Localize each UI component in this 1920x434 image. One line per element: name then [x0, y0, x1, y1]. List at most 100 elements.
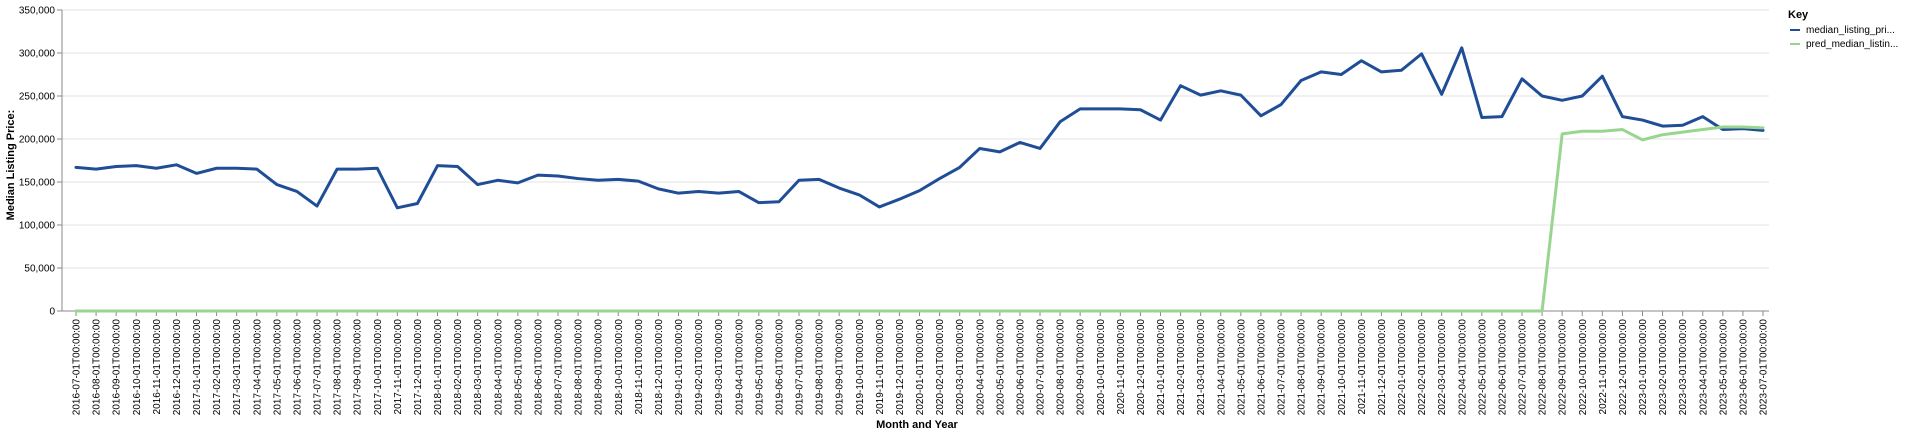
- x-tick-label: 2017-11-01T00:00:00: [393, 319, 404, 415]
- y-tick-label: 250,000: [19, 92, 56, 103]
- x-tick-label: 2020-09-01T00:00:00: [1076, 319, 1087, 416]
- x-tick-label: 2016-12-01T00:00:00: [172, 319, 183, 416]
- y-tick-label: 350,000: [19, 6, 56, 17]
- x-tick-label: 2019-02-01T00:00:00: [694, 319, 705, 416]
- x-tick-label: 2020-03-01T00:00:00: [955, 319, 966, 416]
- legend-label: pred_median_listin...: [1806, 39, 1898, 50]
- x-tick-label: 2023-07-01T00:00:00: [1759, 319, 1770, 416]
- x-tick-label: 2021-11-01T00:00:00: [1357, 319, 1368, 415]
- x-tick-label: 2017-07-01T00:00:00: [313, 319, 324, 416]
- x-tick-label: 2018-05-01T00:00:00: [513, 319, 524, 416]
- x-tick-label: 2022-08-01T00:00:00: [1538, 319, 1549, 416]
- x-axis: 2016-07-01T00:00:00 2016-08-01T00:00:00 20…: [62, 310, 1770, 416]
- x-tick-label: 2022-01-01T00:00:00: [1397, 319, 1408, 416]
- x-tick-label: 2021-09-01T00:00:00: [1317, 319, 1328, 416]
- x-tick-label: 2016-09-01T00:00:00: [112, 319, 123, 416]
- x-tick-label: 2023-05-01T00:00:00: [1718, 319, 1729, 416]
- x-tick-label: 2020-02-01T00:00:00: [935, 319, 946, 416]
- x-tick-label: 2021-04-01T00:00:00: [1216, 319, 1227, 416]
- x-tick-label: 2021-07-01T00:00:00: [1277, 319, 1288, 416]
- x-tick-label: 2018-06-01T00:00:00: [533, 319, 544, 416]
- x-tick-label: 2018-09-01T00:00:00: [594, 319, 605, 416]
- x-tick-label: 2023-04-01T00:00:00: [1698, 319, 1709, 416]
- x-tick-label: 2019-05-01T00:00:00: [754, 319, 765, 416]
- x-tick-label: 2017-10-01T00:00:00: [373, 319, 384, 416]
- y-tick-label: 50,000: [24, 264, 55, 275]
- y-tick-label: 200,000: [19, 135, 56, 146]
- x-tick-label: 2018-02-01T00:00:00: [453, 319, 464, 416]
- x-tick-label: 2021-03-01T00:00:00: [1196, 319, 1207, 416]
- x-tick-label: 2022-11-01T00:00:00: [1598, 319, 1609, 415]
- x-tick-label: 2022-09-01T00:00:00: [1558, 319, 1569, 416]
- x-tick-label: 2020-11-01T00:00:00: [1116, 319, 1127, 415]
- x-tick-label: 2017-08-01T00:00:00: [333, 319, 344, 416]
- x-tick-label: 2021-08-01T00:00:00: [1297, 319, 1308, 416]
- x-tick-label: 2023-06-01T00:00:00: [1738, 319, 1749, 416]
- x-tick-label: 2020-10-01T00:00:00: [1096, 319, 1107, 416]
- x-tick-label: 2018-04-01T00:00:00: [493, 319, 504, 416]
- x-tick-label: 2016-11-01T00:00:00: [152, 319, 163, 415]
- x-tick-label: 2020-01-01T00:00:00: [915, 319, 926, 416]
- x-tick-label: 2019-08-01T00:00:00: [815, 319, 826, 416]
- x-tick-label: 2021-02-01T00:00:00: [1176, 319, 1187, 416]
- x-tick-label: 2019-04-01T00:00:00: [734, 319, 745, 416]
- x-tick-label: 2017-09-01T00:00:00: [353, 319, 364, 416]
- x-tick-label: 2022-07-01T00:00:00: [1518, 319, 1529, 416]
- x-tick-label: 2021-10-01T00:00:00: [1337, 319, 1348, 416]
- y-axis: 0 50,000 100,000 150,000 200,000 250,000 300,0…: [19, 6, 63, 318]
- x-tick-label: 2018-03-01T00:00:00: [473, 319, 484, 416]
- x-tick-label: 2019-01-01T00:00:00: [674, 319, 685, 416]
- x-tick-label: 2022-06-01T00:00:00: [1497, 319, 1508, 416]
- x-tick-label: 2018-12-01T00:00:00: [654, 319, 665, 416]
- x-tick-label: 2023-03-01T00:00:00: [1678, 319, 1689, 416]
- x-axis-title: Month and Year: [876, 419, 958, 431]
- y-tick-label: 0: [49, 307, 55, 318]
- x-tick-label: 2019-10-01T00:00:00: [855, 319, 866, 416]
- x-tick-label: 2020-05-01T00:00:00: [995, 319, 1006, 416]
- x-tick-label: 2022-02-01T00:00:00: [1417, 319, 1428, 416]
- x-tick-label: 2022-10-01T00:00:00: [1578, 319, 1589, 416]
- y-tick-label: 300,000: [19, 49, 56, 60]
- x-tick-label: 2019-09-01T00:00:00: [835, 319, 846, 416]
- x-tick-label: 2017-03-01T00:00:00: [232, 319, 243, 416]
- x-tick-label: 2017-06-01T00:00:00: [292, 319, 303, 416]
- x-tick-label: 2023-01-01T00:00:00: [1638, 319, 1649, 416]
- y-gridlines: [62, 9, 1769, 312]
- x-tick-label: 2019-06-01T00:00:00: [774, 319, 785, 416]
- x-tick-label: 2017-02-01T00:00:00: [212, 319, 223, 416]
- y-tick-label: 100,000: [19, 221, 56, 232]
- x-tick-label: 2019-03-01T00:00:00: [714, 319, 725, 416]
- x-tick-label: 2020-08-01T00:00:00: [1056, 319, 1067, 416]
- x-tick-label: 2016-07-01T00:00:00: [72, 319, 83, 416]
- x-tick-label: 2017-01-01T00:00:00: [192, 319, 203, 416]
- x-tick-label: 2021-01-01T00:00:00: [1156, 319, 1167, 416]
- x-tick-label: 2017-05-01T00:00:00: [272, 319, 283, 416]
- x-tick-label: 2018-08-01T00:00:00: [574, 319, 585, 416]
- series-lines: [74, 46, 1765, 313]
- x-tick-label: 2017-12-01T00:00:00: [413, 319, 424, 416]
- y-tick-label: 150,000: [19, 178, 56, 189]
- x-tick-label: 2018-07-01T00:00:00: [554, 319, 565, 416]
- series-line: [74, 125, 1765, 313]
- x-tick-label: 2021-06-01T00:00:00: [1256, 319, 1267, 416]
- x-tick-label: 2019-07-01T00:00:00: [795, 319, 806, 416]
- series-line: [74, 46, 1765, 210]
- legend: Key median_listing_pri... pred_median_lis…: [1788, 9, 1898, 50]
- x-tick-label: 2022-12-01T00:00:00: [1618, 319, 1629, 416]
- legend-label: median_listing_pri...: [1806, 25, 1895, 36]
- legend-title: Key: [1788, 9, 1809, 21]
- x-tick-label: 2023-02-01T00:00:00: [1658, 319, 1669, 416]
- x-tick-label: 2018-11-01T00:00:00: [634, 319, 645, 415]
- x-tick-label: 2021-12-01T00:00:00: [1377, 319, 1388, 416]
- x-tick-label: 2017-04-01T00:00:00: [252, 319, 263, 416]
- x-tick-label: 2020-06-01T00:00:00: [1015, 319, 1026, 416]
- x-tick-label: 2022-05-01T00:00:00: [1477, 319, 1488, 416]
- x-tick-label: 2020-04-01T00:00:00: [975, 319, 986, 416]
- x-tick-label: 2016-10-01T00:00:00: [132, 319, 143, 416]
- x-tick-label: 2019-12-01T00:00:00: [895, 319, 906, 416]
- x-tick-label: 2020-12-01T00:00:00: [1136, 319, 1147, 416]
- x-tick-label: 2016-08-01T00:00:00: [92, 319, 103, 416]
- x-tick-label: 2022-04-01T00:00:00: [1457, 319, 1468, 416]
- x-tick-label: 2020-07-01T00:00:00: [1036, 319, 1047, 416]
